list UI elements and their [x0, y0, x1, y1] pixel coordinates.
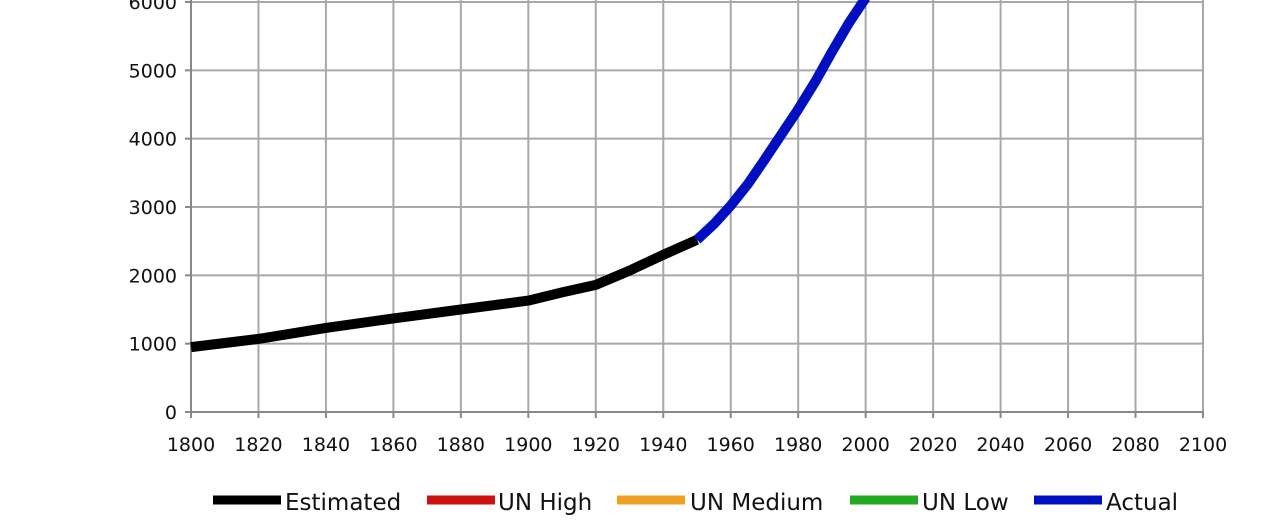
axes: [185, 0, 1204, 418]
y-tick-label-2000: 2000: [129, 265, 177, 287]
x-tick-label-2080: 2080: [1111, 434, 1159, 456]
series-line-actual: [693, 0, 870, 244]
y-tick-label-0: 0: [165, 402, 177, 424]
x-tick-label-1840: 1840: [302, 434, 350, 456]
legend-label-actual: Actual: [1106, 490, 1178, 516]
x-tick-label-1980: 1980: [774, 434, 822, 456]
x-tick-label-1860: 1860: [369, 434, 417, 456]
y-tick-label-4000: 4000: [129, 129, 177, 151]
y-tick-label-6000: 6000: [129, 0, 177, 14]
legend: Estimated UN High UN Medium UN Low Actual: [213, 490, 1178, 516]
x-tick-label-1960: 1960: [707, 434, 755, 456]
y-tick-label-3000: 3000: [129, 197, 177, 219]
legend-label-un-low: UN Low: [922, 490, 1009, 516]
y-tick-label-5000: 5000: [129, 60, 177, 82]
x-tick-label-2020: 2020: [909, 434, 957, 456]
series-lines: [190, 0, 870, 353]
x-tick-labels: 1800 1820 1840 1860 1880 1900 1920 1940 1960 1980…: [167, 434, 1227, 456]
x-tick-label-1880: 1880: [437, 434, 485, 456]
legend-label-un-medium: UN Medium: [690, 490, 823, 516]
x-tick-label-2000: 2000: [841, 434, 889, 456]
x-tick-label-1940: 1940: [639, 434, 687, 456]
x-tick-label-1900: 1900: [504, 434, 552, 456]
series-line-estimated: [190, 235, 700, 353]
legend-label-un-high: UN High: [498, 490, 592, 516]
x-tick-label-1800: 1800: [167, 434, 215, 456]
legend-label-estimated: Estimated: [285, 490, 401, 516]
y-tick-label-1000: 1000: [129, 334, 177, 356]
x-tick-label-2040: 2040: [976, 434, 1024, 456]
x-tick-label-2060: 2060: [1044, 434, 1092, 456]
y-tick-labels: 0 1000 2000 3000 4000 5000 6000: [129, 0, 177, 424]
x-tick-label-2100: 2100: [1179, 434, 1227, 456]
x-tick-label-1820: 1820: [234, 434, 282, 456]
x-tick-label-1920: 1920: [572, 434, 620, 456]
